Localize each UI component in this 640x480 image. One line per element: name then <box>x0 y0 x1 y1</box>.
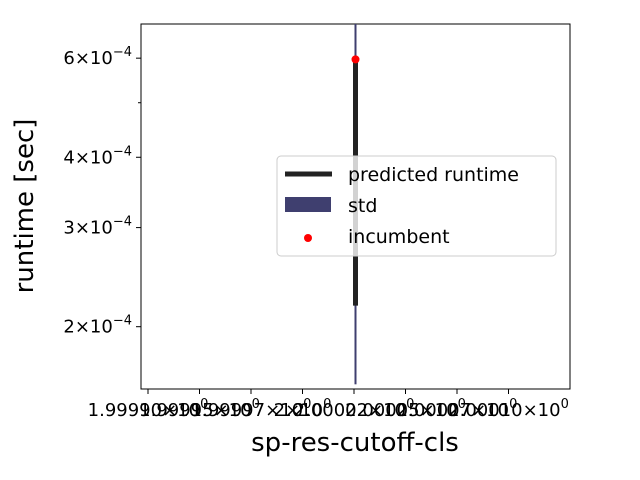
x-tick-label: 2×100 <box>274 397 332 421</box>
legend-label-incumbent: incumbent <box>348 226 450 248</box>
x-axis: 1.99990×1001.99995×1001.99997×1002×1002.… <box>88 389 569 421</box>
x-tick-label: 2.00002×100 <box>294 397 415 421</box>
legend: predicted runtime std incumbent <box>276 155 557 257</box>
x-tick-label: 1.99990×100 <box>88 397 209 421</box>
legend-label-std: std <box>348 195 377 217</box>
incumbent-point <box>351 55 360 64</box>
y-tick-label: 3×10−4 <box>63 215 132 239</box>
legend-label-predicted: predicted runtime <box>348 164 519 186</box>
y-axis: 2×10−4 3×10−4 4×10−4 6×10−4 <box>63 45 141 338</box>
y-tick-label: 4×10−4 <box>63 144 132 168</box>
x-axis-title: sp-res-cutoff-cls <box>251 428 459 458</box>
legend-band-swatch <box>285 197 331 212</box>
x-tick-label: 2.00007×100 <box>397 397 518 421</box>
x-tick-label: 2.00010×100 <box>448 397 569 421</box>
x-tick-label: 1.99997×100 <box>191 397 312 421</box>
y-tick-label: 2×10−4 <box>63 314 132 338</box>
y-tick-label: 6×10−4 <box>63 45 132 69</box>
legend-box <box>276 155 557 257</box>
y-axis-title: runtime [sec] <box>10 119 40 294</box>
x-tick-label: 1.99995×100 <box>139 397 260 421</box>
x-tick-label: 2.00005×100 <box>345 397 466 421</box>
legend-point-swatch <box>304 234 312 242</box>
